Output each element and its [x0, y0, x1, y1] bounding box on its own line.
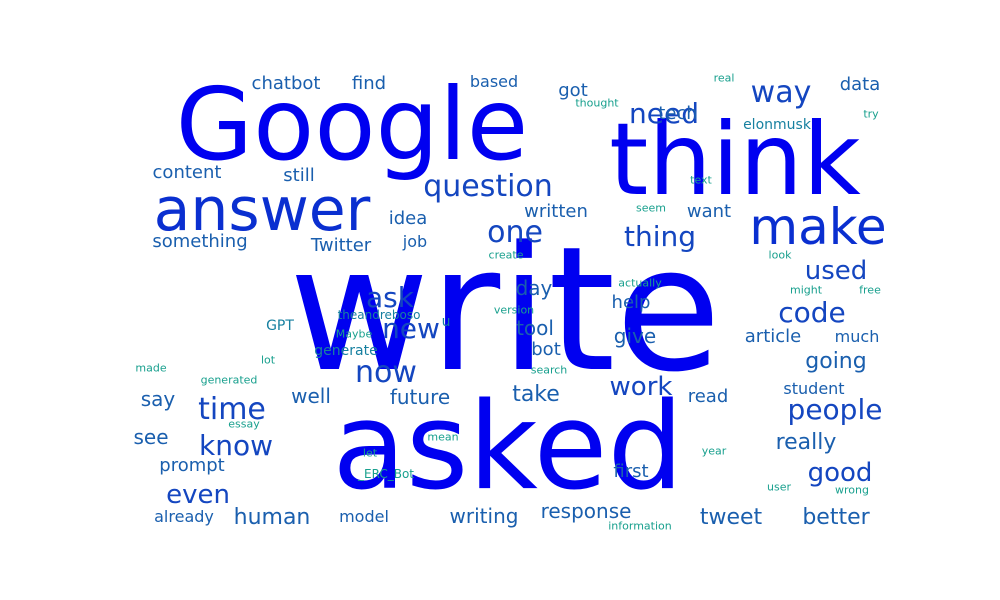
word-model: model	[339, 507, 389, 526]
word-create: create	[488, 248, 524, 262]
word-code: code	[778, 296, 846, 329]
word-make: make	[749, 198, 887, 256]
word-based: based	[469, 72, 519, 91]
word-now: now	[355, 355, 417, 390]
word-bot: bot	[531, 339, 561, 360]
word-ask: ask	[366, 281, 414, 314]
word-tweet: tweet	[699, 505, 763, 530]
word-gpt: GPT	[266, 318, 294, 334]
word-lot: lot	[260, 353, 276, 367]
word-going: going	[805, 349, 867, 374]
word-wrong: wrong	[835, 483, 869, 497]
word-much: much	[834, 327, 880, 346]
word-job: job	[402, 232, 428, 251]
word-free: free	[859, 283, 881, 297]
word-day: day	[515, 276, 553, 300]
word-maybe: Maybe	[335, 327, 373, 341]
word-theandreboso: theandreboso	[337, 308, 421, 322]
word-time: time	[198, 392, 266, 427]
word-content: content	[152, 162, 222, 183]
word-one: one	[487, 215, 543, 250]
word-really: really	[775, 430, 837, 455]
word-mean: mean	[427, 430, 459, 444]
word-generate: generate	[314, 343, 378, 359]
word-good: good	[807, 458, 873, 488]
word-find: find	[351, 73, 387, 94]
word-information: information	[608, 519, 672, 533]
word-give: give	[613, 324, 657, 348]
word-asked: asked	[332, 378, 684, 517]
word-student: student	[783, 379, 845, 398]
word-article: article	[744, 326, 802, 347]
word-answer: answer	[153, 175, 371, 245]
word-see: see	[133, 425, 169, 449]
word-human: human	[233, 505, 311, 530]
word-version: version	[493, 303, 535, 317]
word-response: response	[540, 499, 632, 523]
word-might: might	[789, 283, 823, 297]
word-got: got	[558, 80, 588, 101]
word-actually: actually	[618, 276, 662, 290]
word-made: made	[135, 361, 167, 375]
word-question: question	[423, 169, 553, 204]
word-seem: seem	[636, 201, 666, 215]
word-something: something	[152, 231, 248, 252]
word-written: written	[524, 201, 588, 222]
word-new: new	[382, 312, 440, 345]
word-take: take	[512, 382, 560, 407]
word-prompt: prompt	[159, 455, 225, 476]
word-need: need	[629, 97, 699, 130]
word-twitter: Twitter	[310, 235, 372, 256]
word-already: already	[154, 507, 214, 526]
word-idea: idea	[388, 208, 428, 229]
word-think: think	[609, 101, 861, 218]
word-write: write	[288, 209, 722, 410]
word-elonmusk: elonmusk	[743, 117, 811, 133]
word-year: year	[701, 444, 727, 458]
word-try: try	[863, 107, 879, 121]
word-generated: generated	[200, 373, 258, 387]
word-let: let	[362, 446, 378, 460]
word-search: search	[530, 363, 568, 377]
word-erc-bot: _ERC_Bot	[358, 467, 414, 481]
word-thought: thought	[575, 96, 619, 110]
word-essay: essay	[228, 417, 260, 431]
word-writing: writing	[449, 504, 519, 528]
word-first: first	[613, 461, 649, 482]
word-u: u	[441, 314, 451, 330]
word-way: way	[750, 75, 812, 110]
word-better: better	[802, 505, 870, 530]
word-still: still	[283, 165, 315, 186]
word-well: well	[291, 384, 331, 408]
word-tool: tool	[516, 316, 554, 340]
word-work: work	[609, 372, 673, 402]
word-real: real	[713, 71, 735, 85]
word-thing: thing	[623, 220, 697, 253]
word-google: Google	[175, 66, 529, 183]
word-even: even	[166, 480, 230, 510]
word-tech: tech	[658, 103, 698, 124]
word-say: say	[140, 387, 176, 411]
word-want: want	[686, 201, 732, 222]
word-help: help	[611, 292, 651, 313]
word-data: data	[839, 74, 881, 95]
word-text: text	[690, 173, 712, 187]
word-user: user	[767, 480, 791, 494]
word-read: read	[687, 386, 729, 407]
word-future: future	[389, 385, 451, 409]
word-know: know	[199, 429, 273, 462]
word-chatbot: chatbot	[251, 73, 321, 94]
word-look: look	[768, 248, 792, 262]
word-used: used	[804, 256, 868, 286]
word-people: people	[787, 393, 883, 426]
